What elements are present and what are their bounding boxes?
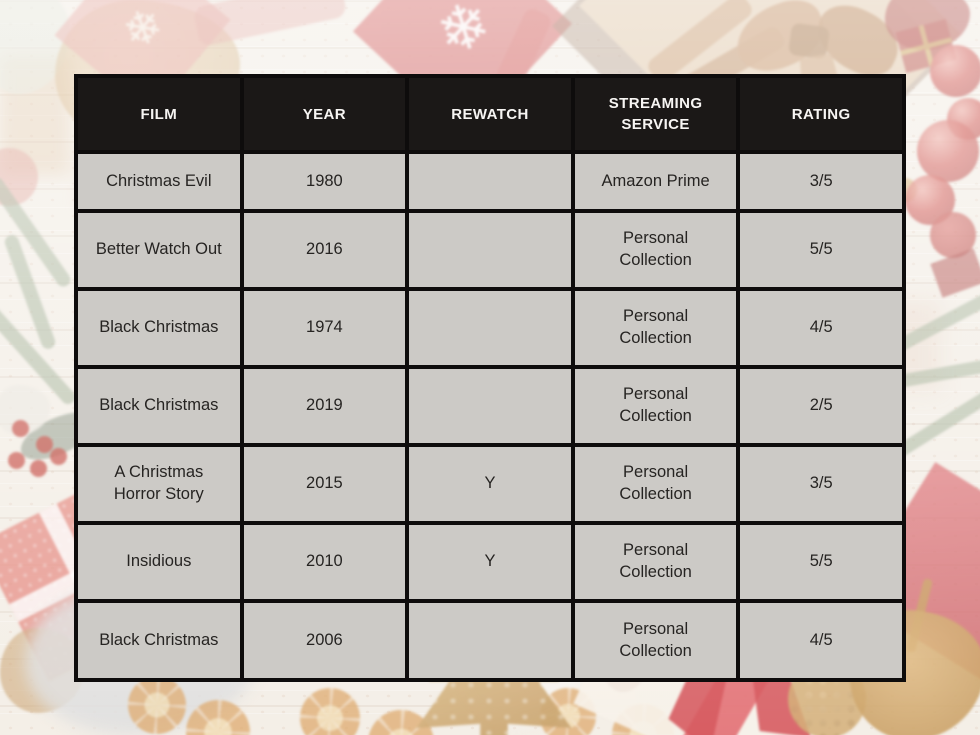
cell-rating: 3/5 [740,447,902,521]
column-header-streaming-service: STREAMING SERVICE [574,78,737,150]
cell-year: 1980 [243,154,406,209]
cell-streaming-service: Personal Collection [574,603,737,678]
cell-film: Black Christmas [78,369,240,443]
cell-rating: 3/5 [740,154,902,209]
cell-film: Better Watch Out [78,213,240,287]
cell-rewatch: Y [409,447,571,521]
column-header-rating: RATING [740,78,902,150]
cell-rating: 5/5 [740,213,902,287]
cell-film: Black Christmas [78,603,240,678]
cell-streaming-service: Personal Collection [574,213,737,287]
cell-film: Christmas Evil [78,154,240,209]
column-header-rewatch: REWATCH [409,78,571,150]
cell-streaming-service: Personal Collection [574,447,737,521]
cell-rating: 4/5 [740,291,902,365]
cell-year: 2019 [243,369,406,443]
cell-rewatch [409,154,571,209]
cell-year: 2016 [243,213,406,287]
cell-year: 1974 [243,291,406,365]
cell-film: Black Christmas [78,291,240,365]
cell-year: 2015 [243,447,406,521]
cell-rewatch [409,369,571,443]
cell-rewatch [409,291,571,365]
cell-streaming-service: Amazon Prime [574,154,737,209]
cell-streaming-service: Personal Collection [574,525,737,599]
cell-rating: 2/5 [740,369,902,443]
cell-year: 2006 [243,603,406,678]
cell-streaming-service: Personal Collection [574,291,737,365]
cell-rating: 5/5 [740,525,902,599]
cell-film: Insidious [78,525,240,599]
cell-rewatch: Y [409,525,571,599]
cell-rewatch [409,213,571,287]
cell-rating: 4/5 [740,603,902,678]
column-header-film: FILM [78,78,240,150]
column-header-year: YEAR [243,78,406,150]
cell-streaming-service: Personal Collection [574,369,737,443]
cell-rewatch [409,603,571,678]
cell-year: 2010 [243,525,406,599]
cell-film: A Christmas Horror Story [78,447,240,521]
film-tracker-table: FILM YEAR REWATCH STREAMING SERVICE RATI… [74,74,906,682]
